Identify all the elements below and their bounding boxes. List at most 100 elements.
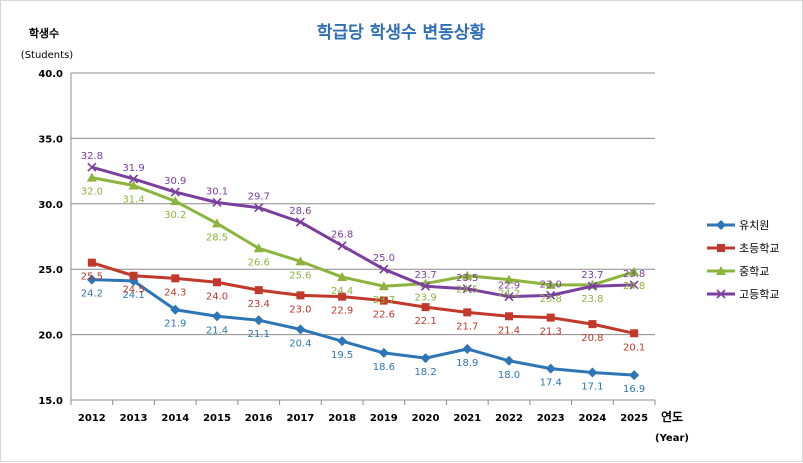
y-tick-label: 25.0 <box>38 265 63 276</box>
data-point-1 <box>629 370 640 381</box>
data-point-3 <box>253 243 264 253</box>
data-label-3: 23.9 <box>414 293 436 304</box>
data-point-1 <box>295 324 306 335</box>
data-label-3: 24.8 <box>623 281 645 292</box>
x-tick-label: 2016 <box>245 413 273 424</box>
data-label-1: 21.1 <box>248 329 270 340</box>
x-tick-label: 2025 <box>620 413 648 424</box>
data-point-3 <box>378 281 389 291</box>
x-axis-title: 연도 <box>661 409 683 424</box>
legend-label-4: 고등학교 <box>739 288 779 301</box>
data-point-3 <box>337 272 348 282</box>
data-point-2 <box>546 313 555 322</box>
data-label-4: 22.9 <box>498 281 520 292</box>
legend-marker-3 <box>716 266 726 275</box>
data-point-4 <box>170 187 180 197</box>
data-label-4: 25.0 <box>373 253 395 264</box>
data-point-4 <box>587 281 597 291</box>
data-label-3: 23.8 <box>581 294 603 305</box>
data-point-4 <box>212 197 222 208</box>
data-label-3: 28.5 <box>206 232 228 243</box>
data-point-2 <box>213 278 221 287</box>
series-line-3 <box>91 176 635 288</box>
data-point-1 <box>504 355 514 366</box>
legend-label-1: 유치원 <box>739 219 769 232</box>
data-label-4: 32.8 <box>81 151 103 162</box>
x-tick-label: 2020 <box>412 413 440 424</box>
data-point-2 <box>630 329 639 338</box>
data-label-1: 21.9 <box>164 319 186 330</box>
data-point-4 <box>629 280 639 290</box>
data-point-1 <box>170 304 181 315</box>
series-group <box>86 162 640 381</box>
data-label-2: 20.1 <box>623 342 645 353</box>
data-point-4 <box>504 292 514 302</box>
data-point-1 <box>337 336 348 347</box>
data-point-1 <box>420 353 431 364</box>
data-label-1: 17.4 <box>540 378 562 389</box>
data-label-2: 24.3 <box>164 287 186 298</box>
y-tick-label: 30.0 <box>38 200 63 211</box>
x-tick-label: 2019 <box>370 413 398 424</box>
data-label-4: 23.7 <box>581 270 603 281</box>
data-label-1: 21.4 <box>206 325 228 336</box>
data-label-3: 24.4 <box>331 286 353 297</box>
x-tick-label: 2023 <box>537 413 565 424</box>
data-labels: 24.2 24.1 21.9 21.4 21.1 20.4 19.5 18.6 18.2 18.9… <box>81 151 646 395</box>
axes: 15.0 20.0 25.0 30.0 35.0 40.0 2012 2013 2014 2015… <box>38 69 656 424</box>
data-point-3 <box>462 270 473 280</box>
series-line-4 <box>91 165 635 299</box>
data-label-4: 30.9 <box>164 176 186 187</box>
data-point-2 <box>338 292 347 301</box>
x-tick-label: 2018 <box>328 413 356 424</box>
x-tick-label: 2024 <box>579 413 607 424</box>
data-label-2: 23.4 <box>248 299 270 310</box>
y-tick-label: 35.0 <box>38 134 63 145</box>
data-label-4: 23.0 <box>540 279 562 290</box>
data-label-3: 26.6 <box>248 257 270 268</box>
data-point-3 <box>86 172 97 182</box>
data-point-2 <box>505 312 513 321</box>
data-point-1 <box>378 347 389 358</box>
data-label-1: 17.1 <box>581 382 603 393</box>
data-point-3 <box>128 180 139 190</box>
data-label-4: 23.5 <box>456 273 478 284</box>
data-point-3 <box>170 196 181 206</box>
data-label-1: 24.2 <box>81 289 103 300</box>
data-label-2: 22.6 <box>373 310 395 321</box>
legend-label-3: 중학교 <box>739 265 769 278</box>
data-label-3: 24.5 <box>456 285 478 296</box>
data-label-4: 26.8 <box>331 230 353 241</box>
data-label-2: 22.1 <box>414 316 436 327</box>
data-label-3: 23.7 <box>373 295 395 306</box>
data-label-4: 31.9 <box>122 163 144 174</box>
data-point-4 <box>379 264 389 274</box>
x-tick-label: 2014 <box>161 413 189 424</box>
data-label-2: 21.7 <box>456 321 478 332</box>
data-point-2 <box>421 303 430 312</box>
data-label-1: 18.0 <box>498 370 520 381</box>
chart-title: 학급당 학생수 변동상황 <box>317 23 486 43</box>
data-point-2 <box>296 291 305 300</box>
legend-marker-2 <box>717 244 725 252</box>
data-label-4: 28.6 <box>289 206 311 217</box>
y-tick-label: 15.0 <box>38 396 63 407</box>
data-point-4 <box>421 281 431 291</box>
data-label-2: 24.0 <box>206 291 228 302</box>
legend-marker-1 <box>716 220 726 230</box>
data-label-2: 23.0 <box>289 304 311 315</box>
x-tick-label: 2012 <box>78 413 106 424</box>
data-label-2: 22.9 <box>331 306 353 317</box>
data-label-4: 30.1 <box>206 186 228 197</box>
x-tick-label: 2022 <box>495 413 523 424</box>
data-label-3: 24.2 <box>498 289 520 300</box>
x-axis-subtitle: (Year) <box>655 433 689 444</box>
x-tick-label: 2021 <box>453 413 481 424</box>
gridlines <box>71 72 655 401</box>
data-label-2: 25.5 <box>81 272 103 283</box>
data-label-4: 29.7 <box>248 192 270 203</box>
series-line-2 <box>91 261 635 335</box>
data-point-2 <box>129 271 138 280</box>
